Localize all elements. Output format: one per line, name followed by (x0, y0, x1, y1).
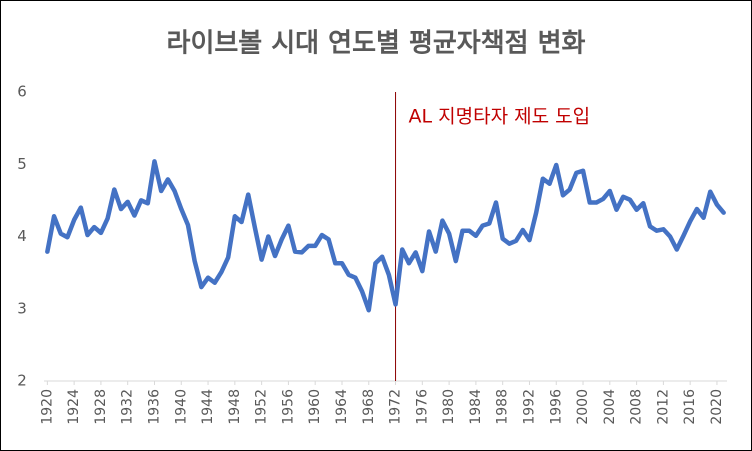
y-tick-label: 6 (17, 83, 27, 101)
x-tick-label: 2012 (655, 389, 671, 425)
series-line (45, 159, 726, 313)
x-tick-label: 1968 (361, 389, 377, 425)
y-tick-label: 2 (17, 372, 27, 390)
y-tick-label: 4 (17, 227, 27, 245)
x-tick-label: 1988 (495, 389, 511, 425)
x-tick-label: 1972 (388, 389, 404, 425)
x-tick-label: 1992 (521, 389, 537, 425)
x-tick-label: 1980 (441, 389, 457, 425)
x-tick-label: 2020 (709, 389, 725, 425)
x-tick-label: 1964 (334, 389, 350, 425)
x-tick-label: 2016 (682, 389, 698, 425)
x-tick-label: 1940 (173, 389, 189, 425)
x-tick-label: 1924 (66, 389, 82, 425)
x-tick-label: 1956 (280, 389, 296, 425)
x-tick-label: 1932 (120, 389, 136, 425)
x-tick-label: 1960 (307, 389, 323, 425)
x-tick-label: 2008 (629, 389, 645, 425)
x-tick-label: 2004 (602, 389, 618, 425)
x-tick-label: 1936 (146, 389, 162, 425)
x-tick-label: 1996 (548, 389, 564, 425)
x-tick-label: 2000 (575, 389, 591, 425)
x-tick-label: 1920 (39, 389, 55, 425)
y-tick-label: 5 (17, 155, 27, 173)
x-tick-label: 1944 (200, 389, 216, 425)
y-tick-label: 3 (17, 299, 27, 317)
x-tick-label: 1952 (254, 389, 270, 425)
chart-title: 라이브볼 시대 연도별 평균자책점 변화 (167, 29, 586, 59)
x-tick-label: 1984 (468, 389, 484, 425)
x-tick-label: 1948 (227, 389, 243, 425)
x-tick-label: 1976 (414, 389, 430, 425)
annotation-text: AL 지명타자 제도 도입 (409, 106, 591, 128)
x-tick-label: 1928 (93, 389, 109, 425)
